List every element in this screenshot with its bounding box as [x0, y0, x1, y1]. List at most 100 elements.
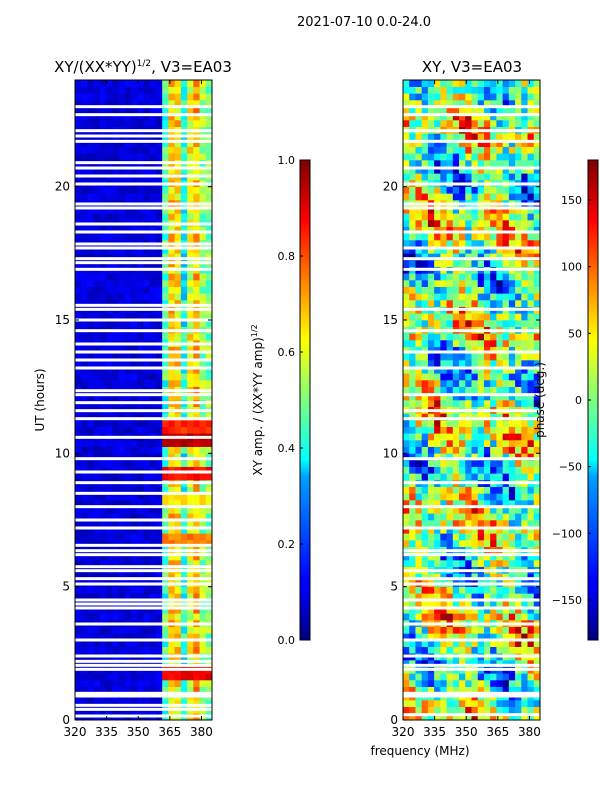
heatmap-cell: [87, 293, 94, 301]
heatmap-cell: [471, 366, 479, 374]
heatmap-cell: [434, 646, 441, 654]
heatmap-cell: [483, 460, 491, 467]
heatmap-cell: [199, 80, 207, 87]
heatmap-cell: [131, 593, 138, 601]
heatmap-cell: [137, 153, 144, 161]
heatmap-cell: [131, 626, 138, 634]
heatmap-cell: [137, 273, 144, 281]
heatmap-cell: [508, 440, 516, 447]
heatmap-cell: [75, 646, 82, 654]
heatmap-cell: [502, 526, 510, 534]
heatmap-cell: [465, 573, 472, 581]
heatmap-cell: [131, 146, 138, 154]
heatmap-cell: [403, 253, 410, 261]
left-colorbar-label-sup: 1/2: [250, 324, 259, 337]
heatmap-cell: [471, 686, 479, 694]
heatmap-cell: [471, 513, 479, 521]
heatmap-cell: [446, 540, 454, 547]
heatmap-cell: [81, 233, 88, 241]
heatmap-cell: [496, 206, 503, 214]
heatmap-cell: [112, 520, 119, 527]
heatmap-cell: [502, 640, 510, 647]
heatmap-cell: [118, 440, 126, 447]
heatmap-cell: [502, 573, 510, 581]
heatmap-cell: [187, 420, 194, 427]
heatmap-cell: [174, 520, 182, 527]
heatmap-cell: [193, 606, 200, 614]
heatmap-cell: [112, 206, 119, 214]
heatmap-cell: [415, 280, 422, 287]
heatmap-cell: [465, 293, 472, 301]
heatmap-cell: [421, 273, 429, 281]
heatmap-cell: [477, 253, 485, 261]
heatmap-cell: [75, 253, 82, 261]
heatmap-cell: [483, 493, 491, 501]
heatmap-cell: [187, 213, 194, 221]
heatmap-cell: [465, 626, 472, 634]
heatmap-cell: [490, 533, 497, 541]
heatmap-cell: [205, 633, 213, 641]
heatmap-cell: [490, 226, 497, 234]
heatmap-cell: [471, 280, 479, 287]
heatmap-cell: [187, 626, 194, 634]
heatmap-cell: [521, 133, 528, 141]
heatmap-cell: [93, 586, 101, 594]
heatmap-cell: [124, 413, 132, 421]
heatmap-cell: [162, 486, 169, 494]
heatmap-cell: [521, 593, 528, 601]
heatmap-cell: [421, 686, 429, 694]
heatmap-cell: [143, 80, 151, 87]
heatmap-cell: [508, 213, 516, 221]
right-colorbar-label: phase (deg.): [533, 362, 547, 438]
heatmap-cell: [490, 553, 497, 561]
heatmap-cell: [199, 586, 207, 594]
heatmap-cell: [496, 300, 503, 307]
heatmap-cell: [93, 593, 101, 601]
heatmap-cell: [93, 166, 101, 174]
heatmap-cell: [452, 133, 460, 141]
heatmap-cell: [508, 106, 516, 114]
heatmap-cell: [187, 246, 194, 254]
heatmap-cell: [143, 553, 151, 561]
heatmap-cell: [508, 660, 516, 667]
heatmap-cell: [124, 300, 132, 307]
heatmap-cell: [75, 420, 82, 427]
heatmap-cell: [434, 393, 441, 401]
heatmap-cell: [477, 593, 485, 601]
heatmap-cell: [496, 453, 503, 461]
heatmap-cell: [137, 206, 144, 214]
heatmap-cell: [124, 206, 132, 214]
heatmap-cell: [137, 393, 144, 401]
heatmap-cell: [137, 560, 144, 567]
heatmap-cell: [452, 93, 460, 101]
heatmap-cell: [137, 366, 144, 374]
heatmap-cell: [515, 160, 522, 167]
heatmap-cell: [440, 593, 447, 601]
heatmap-cell: [137, 186, 144, 194]
x-tick-label: 350: [455, 725, 478, 739]
heatmap-cell: [459, 333, 466, 341]
heatmap-cell: [87, 593, 94, 601]
heatmap-cell: [483, 253, 491, 261]
heatmap-cell: [131, 426, 138, 434]
heatmap-cell: [508, 500, 516, 507]
heatmap-cell: [199, 366, 207, 374]
heatmap-cell: [415, 553, 422, 561]
heatmap-cell: [434, 293, 441, 301]
heatmap-cell: [137, 646, 144, 654]
heatmap-cell: [446, 360, 454, 367]
heatmap-cell: [162, 253, 169, 261]
heatmap-cell: [527, 253, 535, 261]
heatmap-cell: [180, 286, 188, 294]
heatmap-cell: [124, 453, 132, 461]
heatmap-cell: [131, 333, 138, 341]
heatmap-cell: [452, 300, 460, 307]
heatmap-cell: [496, 220, 503, 227]
heatmap-cell: [527, 313, 535, 321]
heatmap-cell: [452, 333, 460, 341]
heatmap-cell: [199, 373, 207, 381]
heatmap-cell: [421, 160, 429, 167]
heatmap-cell: [471, 100, 479, 107]
heatmap-cell: [124, 246, 132, 254]
heatmap-cell: [193, 413, 200, 421]
